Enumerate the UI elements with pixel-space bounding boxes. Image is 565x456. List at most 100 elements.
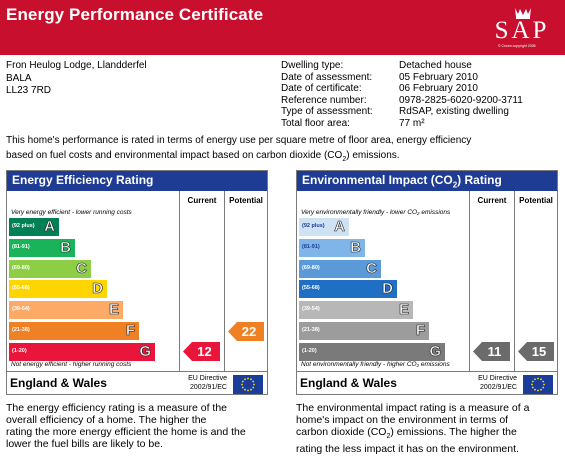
detail-row: Date of assessment: 05 February 2010 bbox=[281, 72, 523, 84]
eu-directive: EU Directive 2002/91/EC bbox=[179, 374, 227, 392]
band-range-label: (21-38) bbox=[302, 327, 320, 333]
eu-directive-line-2: 2002/91/EC bbox=[480, 384, 517, 391]
env-band-g: (1-20) G bbox=[299, 342, 445, 361]
detail-label: Reference number: bbox=[281, 94, 367, 106]
band-range-label: (81-91) bbox=[302, 243, 320, 250]
band-letter: D bbox=[92, 280, 103, 298]
intro-line-2-end: ) emissions. bbox=[346, 150, 400, 161]
band-range-label: (39-54) bbox=[12, 306, 30, 313]
env-description: The environmental impact rating is a mea… bbox=[296, 402, 561, 455]
env-band-a: (92 plus) A bbox=[299, 218, 349, 236]
energy-potential-rating-value: 22 bbox=[241, 323, 257, 339]
env-potential-header: Potential bbox=[514, 191, 557, 210]
energy-description-line: The energy efficiency rating is a measur… bbox=[6, 402, 228, 414]
detail-label: Dwelling type: bbox=[281, 60, 344, 71]
band-range-label: (55-68) bbox=[12, 285, 30, 292]
band-range-label: (21-38) bbox=[12, 327, 30, 333]
environmental-impact-panel: Environmental Impact (CO2) Rating Curren… bbox=[296, 170, 558, 395]
energy-panel-footer: England & Wales EU Directive 2002/91/EC bbox=[7, 371, 267, 395]
energy-current-header: Current bbox=[179, 191, 224, 210]
detail-value: Detached house bbox=[399, 60, 472, 71]
energy-potential-header: Potential bbox=[224, 191, 267, 210]
detail-value: 05 February 2010 bbox=[399, 71, 478, 83]
env-description-line: rating the less impact it has on the env… bbox=[296, 443, 519, 456]
address-line-1: Fron Heulog Lodge, Llandderfel bbox=[6, 60, 147, 71]
env-description-end: ) emissions. The higher the bbox=[390, 426, 517, 438]
env-description-line: carbon dioxide (CO2) emissions. The high… bbox=[296, 426, 561, 443]
energy-efficiency-panel: Energy Efficiency Rating Current Potenti… bbox=[6, 170, 268, 395]
eu-flag-icon bbox=[233, 375, 263, 394]
env-band-area: Very environmentally friendly - lower CO… bbox=[297, 191, 469, 371]
band-letter: D bbox=[382, 280, 393, 298]
intro-subscript: 2 bbox=[342, 156, 347, 163]
band-letter: E bbox=[398, 301, 410, 319]
column-divider bbox=[224, 191, 225, 371]
column-divider bbox=[514, 191, 515, 371]
energy-top-caption: Very energy efficient - lower running co… bbox=[11, 209, 132, 216]
band-letter: B bbox=[350, 238, 361, 256]
energy-band-a: (92 plus) A bbox=[9, 218, 59, 236]
env-panel-footer: England & Wales EU Directive 2002/91/EC bbox=[297, 371, 557, 395]
env-current-rating: 11 bbox=[473, 342, 510, 362]
band-letter: A bbox=[44, 218, 55, 236]
energy-current-rating-value: 12 bbox=[197, 344, 212, 360]
energy-panel-title: Energy Efficiency Rating bbox=[7, 171, 267, 191]
crown-icon bbox=[515, 8, 531, 19]
region-label: England & Wales bbox=[300, 376, 397, 390]
detail-label: Total floor area: bbox=[281, 117, 350, 129]
detail-value: 77 m² bbox=[399, 117, 425, 129]
eu-directive-line-1: EU Directive bbox=[188, 375, 227, 382]
intro-line-2: based on fuel costs and environmental im… bbox=[6, 148, 561, 167]
band-letter: E bbox=[108, 301, 120, 319]
region-label: England & Wales bbox=[10, 376, 107, 390]
env-title-text: Environmental Impact (CO bbox=[302, 173, 453, 187]
energy-current-rating: 12 bbox=[183, 342, 220, 362]
detail-label: Date of assessment: bbox=[281, 71, 373, 83]
intro-text: This home's performance is rated in term… bbox=[6, 133, 561, 167]
env-title-end: ) Rating bbox=[457, 173, 502, 187]
env-current-rating-value: 11 bbox=[487, 344, 502, 360]
band-range-label: (1-20) bbox=[302, 347, 317, 354]
env-potential-rating: 15 bbox=[518, 342, 554, 362]
detail-row: Total floor area: 77 m² bbox=[281, 118, 523, 130]
detail-value: 0978-2825-6020-9200-3711 bbox=[399, 94, 523, 106]
env-current-header: Current bbox=[469, 191, 514, 210]
certificate-header: Energy Performance Certificate SAP © Cro… bbox=[0, 0, 565, 55]
band-letter: F bbox=[125, 322, 136, 340]
energy-description-line: rating the more energy efficient the hom… bbox=[6, 426, 246, 438]
detail-row: Type of assessment: RdSAP, existing dwell… bbox=[281, 106, 523, 118]
detail-row: Reference number: 0978-2825-6020-9200-371… bbox=[281, 95, 523, 107]
band-range-label: (92 plus) bbox=[302, 223, 325, 229]
env-description-subscript: 2 bbox=[386, 433, 391, 441]
band-letter: A bbox=[334, 218, 345, 236]
intro-line-1: This home's performance is rated in term… bbox=[6, 135, 472, 146]
band-range-label: (1-20) bbox=[12, 347, 27, 354]
env-title-subscript: 2 bbox=[452, 180, 458, 190]
detail-label: Date of certificate: bbox=[281, 83, 362, 94]
env-top-caption: Very environmentally friendly - lower CO… bbox=[301, 209, 451, 216]
energy-description: The energy efficiency rating is a measur… bbox=[6, 402, 276, 450]
env-band-d: (55-68) D bbox=[299, 280, 397, 299]
env-band-c: (69-80) C bbox=[299, 259, 381, 278]
sap-logo-text: SAP bbox=[494, 17, 550, 44]
energy-bottom-caption: Not energy efficient - higher running co… bbox=[11, 361, 132, 368]
detail-row: Date of certificate: 06 February 2010 bbox=[281, 83, 523, 95]
energy-band-c: (69-80) C bbox=[9, 259, 91, 278]
detail-value: 06 February 2010 bbox=[399, 83, 478, 94]
band-letter: F bbox=[415, 322, 426, 340]
eu-flag-icon bbox=[523, 375, 553, 394]
detail-value: RdSAP, existing dwelling bbox=[399, 106, 509, 117]
env-band-f: (21-38) F bbox=[299, 322, 429, 340]
env-description-text: carbon dioxide (CO bbox=[296, 426, 387, 438]
energy-description-line: lower the fuel bills are likely to be. bbox=[6, 438, 163, 450]
address-line-2: BALA bbox=[6, 72, 32, 84]
band-range-label: (69-80) bbox=[302, 264, 320, 271]
column-divider bbox=[179, 191, 180, 371]
band-letter: C bbox=[76, 259, 87, 277]
band-letter: G bbox=[429, 342, 441, 360]
band-range-label: (92 plus) bbox=[12, 223, 35, 229]
env-potential-rating-value: 15 bbox=[531, 344, 547, 360]
energy-potential-rating: 22 bbox=[228, 321, 264, 341]
band-range-label: (81-91) bbox=[12, 243, 30, 250]
eu-directive-line-2: 2002/91/EC bbox=[190, 384, 227, 391]
